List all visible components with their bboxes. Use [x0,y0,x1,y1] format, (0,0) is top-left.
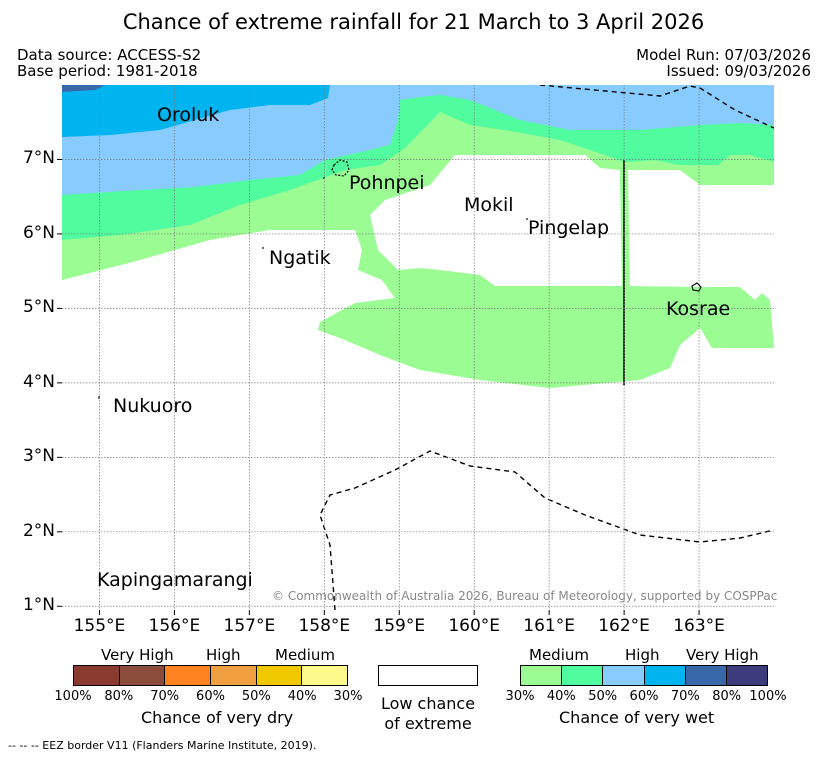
pingelap-dot [526,218,528,220]
wet-legend-label: Chance of very wet [559,708,715,727]
kosrae-island [691,282,702,292]
colorbar-tick-label: 50% [588,689,618,704]
dry-very-high-label: Very High [101,646,174,664]
colorbar-swatch [302,666,348,685]
lon-tick-label: 157°E [223,616,276,636]
colorbar-tick-label: 70% [670,689,700,704]
lat-tick-label: 7°N [22,148,55,169]
lon-tick-label: 156°E [148,616,201,636]
lon-tick-label: 158°E [298,616,351,636]
lat-tick-label: 3°N [22,446,55,467]
colorbar-swatch [521,666,563,685]
lat-tick-label: 2°N [22,520,55,541]
colorbar-tick-label: 40% [287,689,317,704]
lon-tick-label: 162°E [598,616,650,636]
colorbar-swatch [685,666,727,685]
lon-tick-label: 160°E [448,616,501,636]
colorbar-tick-label: 100% [749,689,787,704]
colorbar-swatch [562,666,604,685]
colorbar-tick-label: 40% [546,689,576,704]
wet-colorbar [520,665,768,686]
map-grid [62,85,774,610]
colorbar-tick-label: 80% [104,689,134,704]
place-kapingamarangi: Kapingamarangi [97,569,253,591]
lat-tick-label: 1°N [22,595,55,616]
copyright-note: © Commonwealth of Australia 2026, Bureau… [272,589,778,603]
data-source: Data source: ACCESS-S2 [17,46,202,64]
wet-medium-label: Medium [529,646,589,664]
colorbar-tick-label: 30% [505,689,535,704]
dry-legend-label: Chance of very dry [141,708,294,727]
colorbar-tick-label: 60% [629,689,659,704]
low-chance-swatch [378,665,478,686]
issued-date: Issued: 09/03/2026 [666,62,811,80]
colorbar-swatch [74,666,120,685]
eez-border-south [319,450,774,610]
place-ngatik: Ngatik [269,247,331,269]
place-nukuoro: Nukuoro [113,395,193,417]
eez-footnote: -- -- -- EEZ border V11 (Flanders Marine… [8,739,317,752]
colorbar-swatch [603,666,645,685]
colorbar-swatch [256,666,303,685]
colorbar-tick-label: 100% [54,689,92,704]
dry-high-label: High [206,646,241,664]
chart-title: Chance of extreme rainfall for 21 March … [122,10,705,34]
colorbar-tick-label: 50% [241,689,271,704]
lon-tick-label: 155°E [73,616,126,636]
lat-tick-label: 4°N [22,371,55,392]
dry-medium-label: Medium [275,646,335,664]
colorbar-tick-label: 70% [150,689,180,704]
place-kosrae: Kosrae [666,298,731,320]
lat-tick-label: 6°N [22,222,55,243]
colorbar-swatch [165,666,212,685]
colorbar-tick-label: 30% [333,689,363,704]
probability-fill-layer [62,85,774,610]
place-pohnpei: Pohnpei [349,172,425,194]
wet-70-80-region [62,85,105,92]
lat-tick-label: 5°N [22,297,55,318]
colorbar-swatch [726,666,768,685]
wet-60-70-region [62,85,330,137]
lon-tick-label: 161°E [523,616,575,636]
low-chance-label-1: Low chance [380,694,476,713]
model-run: Model Run: 07/03/2026 [636,46,811,64]
colorbar-swatch [211,666,257,685]
wet-very-high-label: Very High [686,646,759,664]
base-period: Base period: 1981-2018 [17,62,198,80]
colorbar-swatch [119,666,166,685]
dry-colorbar [73,665,348,686]
place-oroluk: Oroluk [157,104,220,126]
place-mokil: Mokil [464,194,514,216]
ngatik-dot [262,247,264,249]
axis-ticks [57,158,700,615]
wet-50-60-region [62,85,774,195]
low-chance-label-2: of extreme [384,714,472,733]
colorbar-tick-label: 60% [196,689,225,704]
colorbar-swatch [644,666,686,685]
colorbar-tick-label: 80% [712,689,742,704]
lon-tick-label: 159°E [373,616,426,636]
place-pingelap: Pingelap [528,217,610,239]
lon-tick-label: 163°E [673,616,725,636]
low-chance-inner [370,155,622,286]
wet-high-label: High [625,646,660,664]
eez-border-north [539,85,774,129]
low-chance-inner-east [628,170,774,300]
